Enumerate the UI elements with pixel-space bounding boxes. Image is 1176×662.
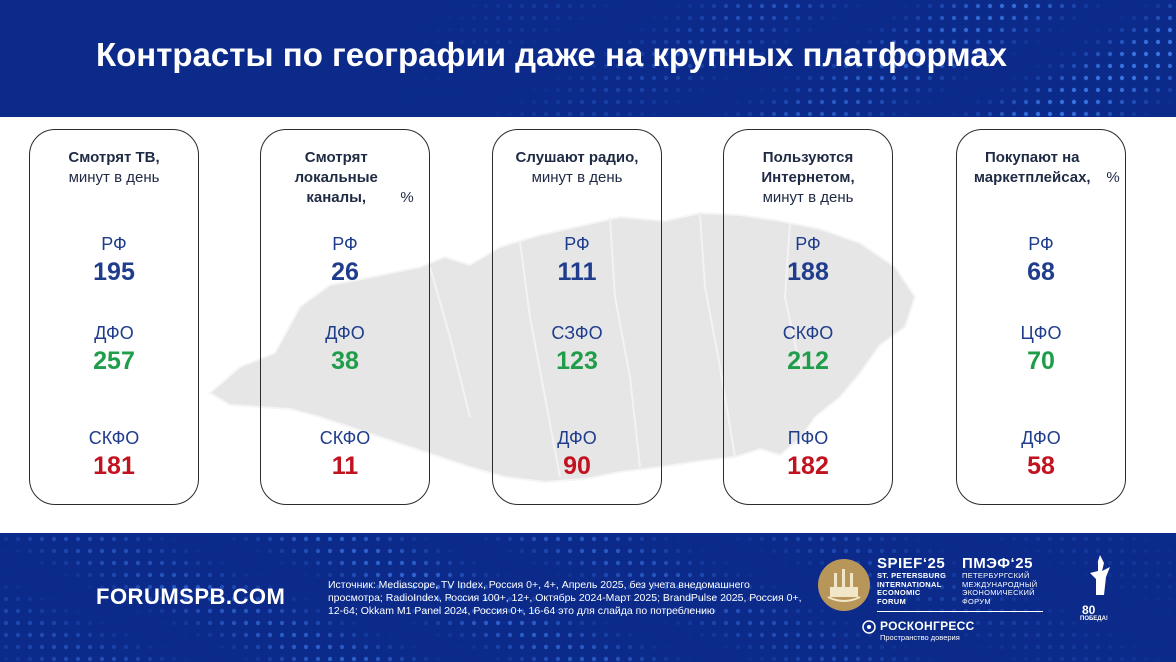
metric-region: РФ bbox=[332, 234, 358, 254]
metric-base: РФ 195 bbox=[30, 234, 198, 287]
metric-low: СКФО 181 bbox=[30, 428, 198, 481]
metric-region: РФ bbox=[795, 234, 821, 254]
card-heading-unit: минут в день bbox=[68, 169, 160, 186]
metric-value: 182 bbox=[787, 452, 829, 480]
card-heading: Пользуются Интернетом, минут в день bbox=[724, 148, 892, 208]
pmef-logo: ПМЭФ‘25 ПЕТЕРБУРГСКИЙ МЕЖДУНАРОДНЫЙ ЭКОН… bbox=[962, 555, 1037, 606]
card-heading: Смотрят локальные каналы, % bbox=[261, 148, 429, 208]
metric-region: СКФО bbox=[782, 323, 834, 343]
card-heading-unit: % bbox=[400, 189, 414, 206]
roscongress-name: РОСКОНГРЕСС bbox=[880, 619, 975, 633]
spief-emblem-icon bbox=[818, 559, 870, 611]
card-local-channels: Смотрят локальные каналы, % РФ 26 ДФО 38… bbox=[260, 129, 430, 505]
card-radio: Слушают радио, минут в день РФ 111 СЗФО … bbox=[492, 129, 662, 505]
metric-value: 58 bbox=[1027, 452, 1055, 480]
card-heading-bold: Слушают радио, bbox=[515, 149, 639, 166]
metric-high: СЗФО 123 bbox=[493, 323, 661, 376]
metric-value: 11 bbox=[331, 452, 359, 480]
metric-low: СКФО 11 bbox=[261, 428, 429, 481]
metric-high: ЦФО 70 bbox=[957, 323, 1125, 376]
card-marketplaces: Покупают на маркетплейсах, % РФ 68 ЦФО 7… bbox=[956, 129, 1126, 505]
card-heading-unit: % bbox=[1106, 169, 1120, 186]
dot-pattern-footer bbox=[3, 536, 1173, 662]
metric-low: ПФО 182 bbox=[724, 428, 892, 481]
source-note: Источник: Mediascope, TV Index, Россия 0… bbox=[328, 579, 802, 617]
spief-logo-title: SPIEF‘25 bbox=[877, 555, 946, 572]
card-internet: Пользуются Интернетом, минут в день РФ 1… bbox=[723, 129, 893, 505]
victory-word: ПОБЕДА! bbox=[1080, 616, 1108, 622]
metric-region: СКФО bbox=[88, 428, 140, 448]
card-heading-unit: минут в день bbox=[762, 189, 854, 206]
metric-base: РФ 111 bbox=[493, 234, 661, 287]
roscongress-icon bbox=[862, 620, 876, 634]
spief-logo-line: ECONOMIC bbox=[877, 588, 921, 597]
card-heading-unit: минут в день bbox=[531, 169, 623, 186]
card-heading: Смотрят ТВ, минут в день bbox=[30, 148, 198, 188]
metric-region: ЦФО bbox=[1020, 323, 1062, 343]
metric-value: 181 bbox=[93, 452, 135, 480]
metric-region: ДФО bbox=[325, 323, 365, 343]
card-heading-bold: Покупают на маркетплейсах, bbox=[973, 149, 1091, 186]
content-area: Смотрят ТВ, минут в день РФ 195 ДФО 257 … bbox=[0, 117, 1176, 533]
metric-base: РФ 68 bbox=[957, 234, 1125, 287]
pmef-logo-line: МЕЖДУНАРОДНЫЙ bbox=[962, 579, 1038, 589]
pmef-logo-line: ЭКОНОМИЧЕСКИЙ bbox=[962, 588, 1035, 597]
metric-high: СКФО 212 bbox=[724, 323, 892, 376]
metric-value: 212 bbox=[787, 347, 829, 375]
metric-region: РФ bbox=[564, 234, 590, 254]
metric-base: РФ 188 bbox=[724, 234, 892, 287]
victory-80-logo: 80 ПОБЕДА! bbox=[1080, 551, 1120, 623]
metric-value: 188 bbox=[787, 258, 829, 286]
logo-divider bbox=[877, 611, 1043, 612]
metric-value: 70 bbox=[1027, 347, 1055, 375]
metric-value: 90 bbox=[563, 452, 591, 480]
slide-title: Контрасты по географии даже на крупных п… bbox=[96, 36, 1007, 73]
card-heading: Слушают радио, минут в день bbox=[493, 148, 661, 188]
metric-region: ПФО bbox=[787, 428, 829, 448]
metric-region: СКФО bbox=[319, 428, 371, 448]
roscongress-tagline: Пространство доверия bbox=[880, 633, 960, 642]
metric-value: 257 bbox=[93, 347, 135, 375]
metric-region: РФ bbox=[1028, 234, 1054, 254]
metric-region: ДФО bbox=[94, 323, 134, 343]
card-heading-bold: Смотрят локальные каналы, bbox=[294, 149, 378, 206]
metric-value: 123 bbox=[556, 347, 598, 375]
metric-value: 111 bbox=[557, 258, 597, 286]
monument-icon bbox=[1090, 555, 1110, 595]
site-link[interactable]: FORUMSPB.COM bbox=[96, 584, 286, 609]
metric-region: СЗФО bbox=[551, 323, 603, 343]
russia-map-background bbox=[208, 211, 917, 484]
metric-region: ДФО bbox=[557, 428, 597, 448]
metric-high: ДФО 38 bbox=[261, 323, 429, 376]
card-tv: Смотрят ТВ, минут в день РФ 195 ДФО 257 … bbox=[29, 129, 199, 505]
metric-base: РФ 26 bbox=[261, 234, 429, 287]
card-heading-bold: Пользуются Интернетом, bbox=[761, 149, 855, 186]
card-heading: Покупают на маркетплейсах, % bbox=[957, 148, 1125, 188]
pmef-logo-line: ФОРУМ bbox=[962, 596, 991, 606]
metric-region: РФ bbox=[101, 234, 127, 254]
victory-number: 80 bbox=[1082, 603, 1096, 617]
metric-low: ДФО 90 bbox=[493, 428, 661, 481]
spief-logo-line: INTERNATIONAL bbox=[877, 579, 942, 589]
card-heading-bold: Смотрят ТВ, bbox=[68, 149, 160, 166]
metric-value: 38 bbox=[331, 347, 359, 375]
spief-logo: SPIEF‘25 ST. PETERSBURG INTERNATIONAL EC… bbox=[877, 555, 946, 606]
dot-pattern-header bbox=[411, 3, 1173, 117]
metric-high: ДФО 257 bbox=[30, 323, 198, 376]
spief-logo-line: ST. PETERSBURG bbox=[877, 571, 947, 580]
metric-value: 68 bbox=[1027, 258, 1055, 286]
spief-logo-line: FORUM bbox=[877, 596, 906, 606]
pmef-logo-title: ПМЭФ‘25 bbox=[962, 555, 1033, 572]
pmef-logo-line: ПЕТЕРБУРГСКИЙ bbox=[962, 571, 1030, 580]
roscongress-logo: РОСКОНГРЕСС Пространство доверия bbox=[862, 619, 975, 642]
header-banner: Контрасты по географии даже на крупных п… bbox=[0, 0, 1176, 117]
footer-banner: FORUMSPB.COM Источник: Mediascope, TV In… bbox=[0, 533, 1176, 662]
metric-value: 195 bbox=[93, 258, 135, 286]
metric-value: 26 bbox=[331, 258, 359, 286]
metric-region: ДФО bbox=[1021, 428, 1061, 448]
metric-low: ДФО 58 bbox=[957, 428, 1125, 481]
